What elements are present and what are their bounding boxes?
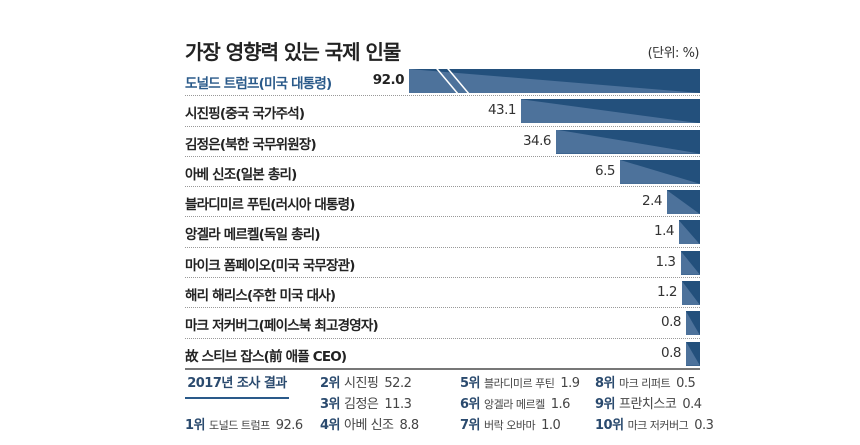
bar	[680, 250, 700, 275]
category-label: 블라디미르 푸틴(러시아 대통령)	[185, 197, 355, 214]
bar	[682, 281, 700, 306]
survey-item: 7위 버락 오바마 1.0	[460, 414, 561, 433]
survey-name: 마크 리퍼트	[619, 377, 671, 390]
survey-rank: 10위	[595, 418, 624, 433]
bar-row: 마이크 폼페이오(미국 국무장관) 1.3	[185, 248, 700, 279]
category-label: 해리 해리스(주한 미국 대사)	[185, 288, 336, 305]
survey-title: 2017년 조사 결과	[185, 372, 289, 399]
survey-name: 프란치스코	[619, 397, 677, 412]
survey-rank: 6위	[460, 397, 481, 412]
bar	[686, 341, 700, 366]
survey-name: 아베 신조	[344, 418, 394, 433]
value-label: 1.4	[654, 223, 674, 240]
value-label: 34.6	[522, 132, 552, 149]
survey-rank: 9위	[595, 397, 616, 412]
bar-row: 김정은(북한 국무위원장) 34.6	[185, 127, 700, 157]
survey-value: 1.0	[541, 418, 561, 433]
survey-item: 5위 블라디미르 푸틴 1.9	[460, 372, 580, 391]
bar-row: 故 스티브 잡스(前 애플 CEO) 0.8	[185, 339, 700, 370]
bar	[667, 190, 700, 215]
category-label: 아베 신조(일본 총리)	[185, 166, 297, 183]
survey-value: 92.6	[275, 418, 303, 433]
survey-rank: 3위	[320, 397, 341, 412]
survey-name: 앙겔라 메르켈	[484, 398, 545, 411]
survey-item: 10위 마크 저커버그 0.3	[595, 414, 714, 433]
value-label: 2.4	[642, 193, 662, 210]
survey-value: 0.4	[682, 397, 702, 412]
category-label: 앙겔라 메르켈(독일 총리)	[185, 227, 321, 244]
category-label: 故 스티브 잡스(前 애플 CEO)	[185, 348, 347, 365]
value-label: 6.5	[595, 162, 615, 179]
bar-row: 도널드 트럼프(미국 대통령) 92.0	[185, 66, 700, 97]
survey-value: 1.6	[550, 397, 571, 412]
survey-item: 6위 앙겔라 메르켈 1.6	[460, 393, 570, 412]
survey-value: 0.3	[694, 418, 714, 433]
bar	[686, 311, 700, 336]
bar	[521, 99, 700, 124]
survey-item: 2위 시진핑 52.2	[320, 372, 412, 391]
category-label: 마크 저커버그(페이스북 최고경영자)	[185, 318, 379, 335]
survey-item: 9위 프란치스코 0.4	[595, 393, 702, 412]
value-label: 43.1	[487, 102, 517, 119]
category-label: 도널드 트럼프(미국 대통령)	[185, 76, 332, 92]
survey-name: 시진핑	[344, 376, 379, 391]
survey-item: 8위 마크 리퍼트 0.5	[595, 372, 696, 391]
survey-rank: 8위	[595, 376, 616, 391]
bar-row: 블라디미르 푸틴(러시아 대통령) 2.4	[185, 187, 700, 218]
survey-item: 4위 아베 신조 8.8	[320, 414, 419, 433]
value-label: 1.3	[655, 253, 676, 270]
value-label: 92.0	[372, 72, 405, 88]
survey-rank: 2위	[320, 376, 341, 391]
category-label: 김정은(북한 국무위원장)	[185, 136, 317, 153]
survey-name: 도널드 트럼프	[209, 419, 270, 432]
survey-name: 김정은	[344, 397, 379, 412]
survey-2017: 2017년 조사 결과 1위 도널드 트럼프 92.6 2위 시진핑 52.2 3위 김정은 1…	[185, 370, 714, 440]
survey-rank: 5위	[460, 376, 481, 391]
value-label: 0.8	[661, 344, 681, 361]
survey-name: 블라디미르 푸틴	[484, 377, 555, 390]
survey-value: 52.2	[384, 376, 412, 391]
bar-row: 앙겔라 메르켈(독일 총리) 1.4	[185, 217, 700, 248]
unit-label: (단위: %)	[647, 46, 700, 61]
survey-value: 8.8	[399, 418, 420, 433]
value-label: 1.2	[657, 284, 677, 301]
value-label: 0.8	[661, 314, 681, 331]
bar-row: 아베 신조(일본 총리) 6.5	[185, 157, 700, 188]
category-label: 시진핑(중국 국가주석)	[185, 106, 305, 123]
survey-rank: 1위	[185, 418, 206, 433]
bar	[556, 129, 700, 154]
bar-chart: 도널드 트럼프(미국 대통령) 92.0 시진핑(중국 국가주석) 43.1 김정은(북…	[185, 66, 700, 370]
survey-value: 0.5	[676, 376, 696, 391]
survey-value: 1.9	[560, 376, 580, 391]
chart-title: 가장 영향력 있는 국제 인물	[185, 40, 401, 64]
survey-rank: 4위	[320, 418, 341, 433]
survey-name: 버락 오바마	[484, 419, 536, 432]
bar	[409, 69, 700, 93]
bar-row: 마크 저커버그(페이스북 최고경영자) 0.8	[185, 308, 700, 339]
survey-name: 마크 저커버그	[627, 419, 689, 432]
survey-item: 3위 김정은 11.3	[320, 393, 412, 412]
survey-rank: 7위	[460, 418, 481, 433]
bar-row: 시진핑(중국 국가주석) 43.1	[185, 96, 700, 127]
bar	[620, 159, 700, 184]
category-label: 마이크 폼페이오(미국 국무장관)	[185, 257, 355, 274]
survey-item: 1위 도널드 트럼프 92.6	[185, 414, 303, 433]
bar-row: 해리 해리스(주한 미국 대사) 1.2	[185, 278, 700, 309]
bar	[679, 220, 700, 245]
survey-value: 11.3	[384, 397, 412, 412]
